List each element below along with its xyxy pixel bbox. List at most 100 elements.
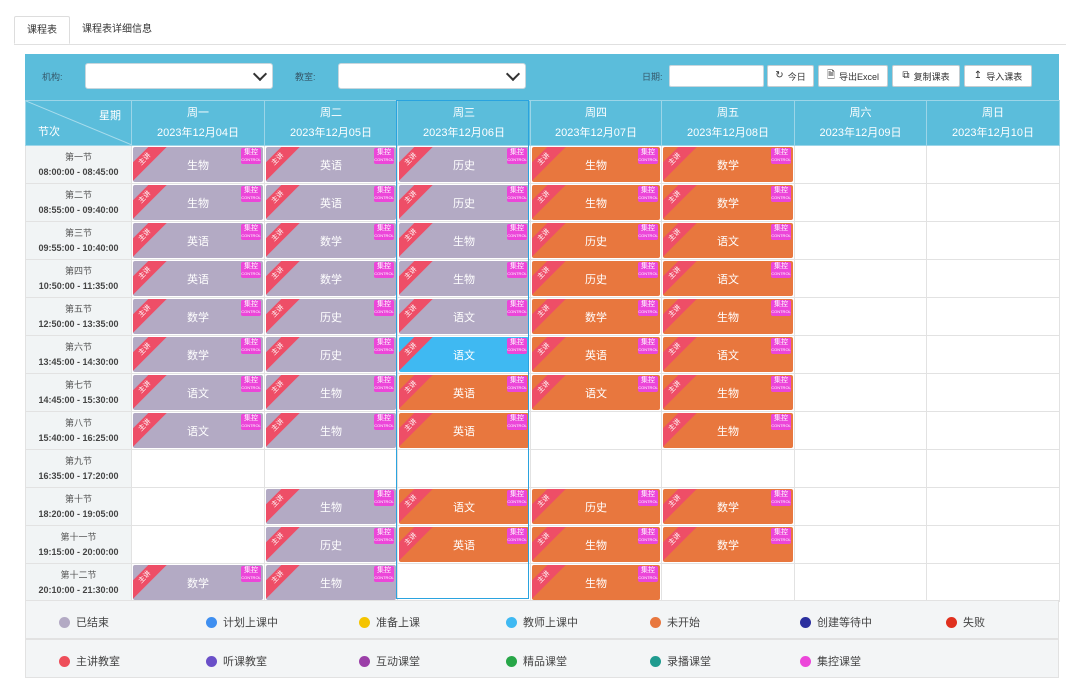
course-block[interactable]: 主讲 英语 集控 CONTROL	[399, 413, 529, 448]
schedule-slot[interactable]: 主讲 数学 集控 CONTROL	[661, 487, 795, 526]
today-button[interactable]: ↻ 今日	[767, 65, 814, 87]
schedule-slot[interactable]	[794, 145, 927, 184]
schedule-slot[interactable]: 主讲 生物 集控 CONTROL	[264, 373, 398, 412]
schedule-slot[interactable]: 主讲 英语 集控 CONTROL	[397, 411, 531, 450]
schedule-slot[interactable]: 主讲 英语 集控 CONTROL	[397, 373, 531, 412]
course-block[interactable]: 主讲 英语 集控 CONTROL	[532, 337, 660, 372]
schedule-slot[interactable]	[926, 259, 1060, 298]
course-block[interactable]: 主讲 数学 集控 CONTROL	[133, 565, 263, 600]
course-block[interactable]: 主讲 数学 集控 CONTROL	[133, 337, 263, 372]
schedule-slot[interactable]	[794, 335, 927, 374]
course-block[interactable]: 主讲 历史 集控 CONTROL	[399, 185, 529, 220]
course-block[interactable]: 主讲 英语 集控 CONTROL	[266, 147, 396, 182]
schedule-slot[interactable]	[794, 411, 927, 450]
schedule-slot[interactable]	[794, 183, 927, 222]
schedule-slot[interactable]: 主讲 数学 集控 CONTROL	[264, 259, 398, 298]
course-block[interactable]: 主讲 生物 集控 CONTROL	[663, 299, 793, 334]
course-block[interactable]: 主讲 英语 集控 CONTROL	[399, 527, 529, 562]
schedule-slot[interactable]	[926, 449, 1060, 488]
schedule-slot[interactable]: 主讲 生物 集控 CONTROL	[530, 145, 662, 184]
course-block[interactable]: 主讲 数学 集控 CONTROL	[532, 299, 660, 334]
schedule-slot[interactable]: 主讲 历史 集控 CONTROL	[264, 335, 398, 374]
course-block[interactable]: 主讲 数学 集控 CONTROL	[266, 223, 396, 258]
course-block[interactable]: 主讲 生物 集控 CONTROL	[266, 375, 396, 410]
schedule-slot[interactable]	[926, 297, 1060, 336]
course-block[interactable]: 主讲 数学 集控 CONTROL	[663, 489, 793, 524]
schedule-slot[interactable]: 主讲 生物 集控 CONTROL	[264, 563, 398, 602]
schedule-slot[interactable]: 主讲 生物 集控 CONTROL	[661, 373, 795, 412]
course-block[interactable]: 主讲 生物 集控 CONTROL	[133, 185, 263, 220]
schedule-slot[interactable]	[794, 525, 927, 564]
course-block[interactable]: 主讲 英语 集控 CONTROL	[133, 261, 263, 296]
course-block[interactable]: 主讲 语文 集控 CONTROL	[399, 489, 529, 524]
schedule-slot[interactable]: 主讲 数学 集控 CONTROL	[131, 297, 265, 336]
schedule-slot[interactable]: 主讲 数学 集控 CONTROL	[530, 297, 662, 336]
course-block[interactable]: 主讲 语文 集控 CONTROL	[133, 375, 263, 410]
course-block[interactable]: 主讲 生物 集控 CONTROL	[266, 489, 396, 524]
schedule-slot[interactable]	[131, 487, 265, 526]
schedule-slot[interactable]	[794, 259, 927, 298]
schedule-slot[interactable]: 主讲 语文 集控 CONTROL	[131, 373, 265, 412]
schedule-slot[interactable]: 主讲 英语 集控 CONTROL	[530, 335, 662, 374]
org-select[interactable]	[85, 63, 273, 89]
schedule-slot[interactable]: 主讲 历史 集控 CONTROL	[397, 183, 531, 222]
schedule-slot[interactable]: 主讲 生物 集控 CONTROL	[661, 297, 795, 336]
course-block[interactable]: 主讲 生物 集控 CONTROL	[133, 147, 263, 182]
course-block[interactable]: 主讲 语文 集控 CONTROL	[399, 299, 529, 334]
schedule-slot[interactable]: 主讲 英语 集控 CONTROL	[131, 221, 265, 260]
course-block[interactable]: 主讲 历史 集控 CONTROL	[266, 299, 396, 334]
schedule-slot[interactable]	[926, 183, 1060, 222]
course-block[interactable]: 主讲 英语 集控 CONTROL	[133, 223, 263, 258]
course-block[interactable]: 主讲 语文 集控 CONTROL	[532, 375, 660, 410]
schedule-slot[interactable]	[794, 297, 927, 336]
course-block[interactable]: 主讲 生物 集控 CONTROL	[663, 375, 793, 410]
course-block[interactable]: 主讲 数学 集控 CONTROL	[133, 299, 263, 334]
course-block[interactable]: 主讲 生物 集控 CONTROL	[532, 185, 660, 220]
schedule-slot[interactable]	[926, 563, 1060, 602]
course-block[interactable]: 主讲 数学 集控 CONTROL	[663, 527, 793, 562]
schedule-slot[interactable]	[397, 563, 531, 602]
import-schedule-button[interactable]: ↥ 导入课表	[964, 65, 1032, 87]
schedule-slot[interactable]: 主讲 语文 集控 CONTROL	[661, 335, 795, 374]
schedule-slot[interactable]	[131, 525, 265, 564]
schedule-slot[interactable]: 主讲 英语 集控 CONTROL	[264, 145, 398, 184]
schedule-slot[interactable]: 主讲 生物 集控 CONTROL	[530, 525, 662, 564]
schedule-slot[interactable]	[530, 449, 662, 488]
schedule-slot[interactable]	[264, 449, 398, 488]
tab-schedule[interactable]: 课程表	[14, 16, 70, 44]
schedule-slot[interactable]: 主讲 生物 集控 CONTROL	[264, 411, 398, 450]
schedule-slot[interactable]: 主讲 英语 集控 CONTROL	[131, 259, 265, 298]
course-block[interactable]: 主讲 语文 集控 CONTROL	[399, 337, 529, 372]
course-block[interactable]: 主讲 数学 集控 CONTROL	[663, 147, 793, 182]
schedule-slot[interactable]	[926, 373, 1060, 412]
copy-schedule-button[interactable]: ⧉ 复制课表	[892, 65, 960, 87]
course-block[interactable]: 主讲 语文 集控 CONTROL	[663, 337, 793, 372]
course-block[interactable]: 主讲 数学 集控 CONTROL	[663, 185, 793, 220]
course-block[interactable]: 主讲 生物 集控 CONTROL	[399, 223, 529, 258]
schedule-slot[interactable]: 主讲 语文 集控 CONTROL	[661, 221, 795, 260]
course-block[interactable]: 主讲 英语 集控 CONTROL	[266, 185, 396, 220]
schedule-slot[interactable]: 主讲 数学 集控 CONTROL	[131, 563, 265, 602]
schedule-slot[interactable]: 主讲 历史 集控 CONTROL	[264, 297, 398, 336]
schedule-slot[interactable]	[794, 221, 927, 260]
course-block[interactable]: 主讲 英语 集控 CONTROL	[399, 375, 529, 410]
course-block[interactable]: 主讲 语文 集控 CONTROL	[663, 261, 793, 296]
course-block[interactable]: 主讲 生物 集控 CONTROL	[399, 261, 529, 296]
schedule-slot[interactable]	[926, 525, 1060, 564]
schedule-slot[interactable]: 主讲 数学 集控 CONTROL	[264, 221, 398, 260]
schedule-slot[interactable]: 主讲 生物 集控 CONTROL	[661, 411, 795, 450]
schedule-slot[interactable]: 主讲 语文 集控 CONTROL	[661, 259, 795, 298]
schedule-slot[interactable]	[397, 449, 531, 488]
course-block[interactable]: 主讲 生物 集控 CONTROL	[532, 527, 660, 562]
schedule-slot[interactable]	[926, 335, 1060, 374]
schedule-slot[interactable]	[131, 449, 265, 488]
schedule-slot[interactable]	[926, 221, 1060, 260]
schedule-slot[interactable]: 主讲 历史 集控 CONTROL	[397, 145, 531, 184]
schedule-slot[interactable]: 主讲 历史 集控 CONTROL	[264, 525, 398, 564]
schedule-slot[interactable]	[794, 373, 927, 412]
schedule-slot[interactable]: 主讲 语文 集控 CONTROL	[131, 411, 265, 450]
course-block[interactable]: 主讲 历史 集控 CONTROL	[399, 147, 529, 182]
course-block[interactable]: 主讲 生物 集控 CONTROL	[532, 565, 660, 600]
schedule-slot[interactable]: 主讲 历史 集控 CONTROL	[530, 259, 662, 298]
schedule-slot[interactable]: 主讲 数学 集控 CONTROL	[661, 145, 795, 184]
